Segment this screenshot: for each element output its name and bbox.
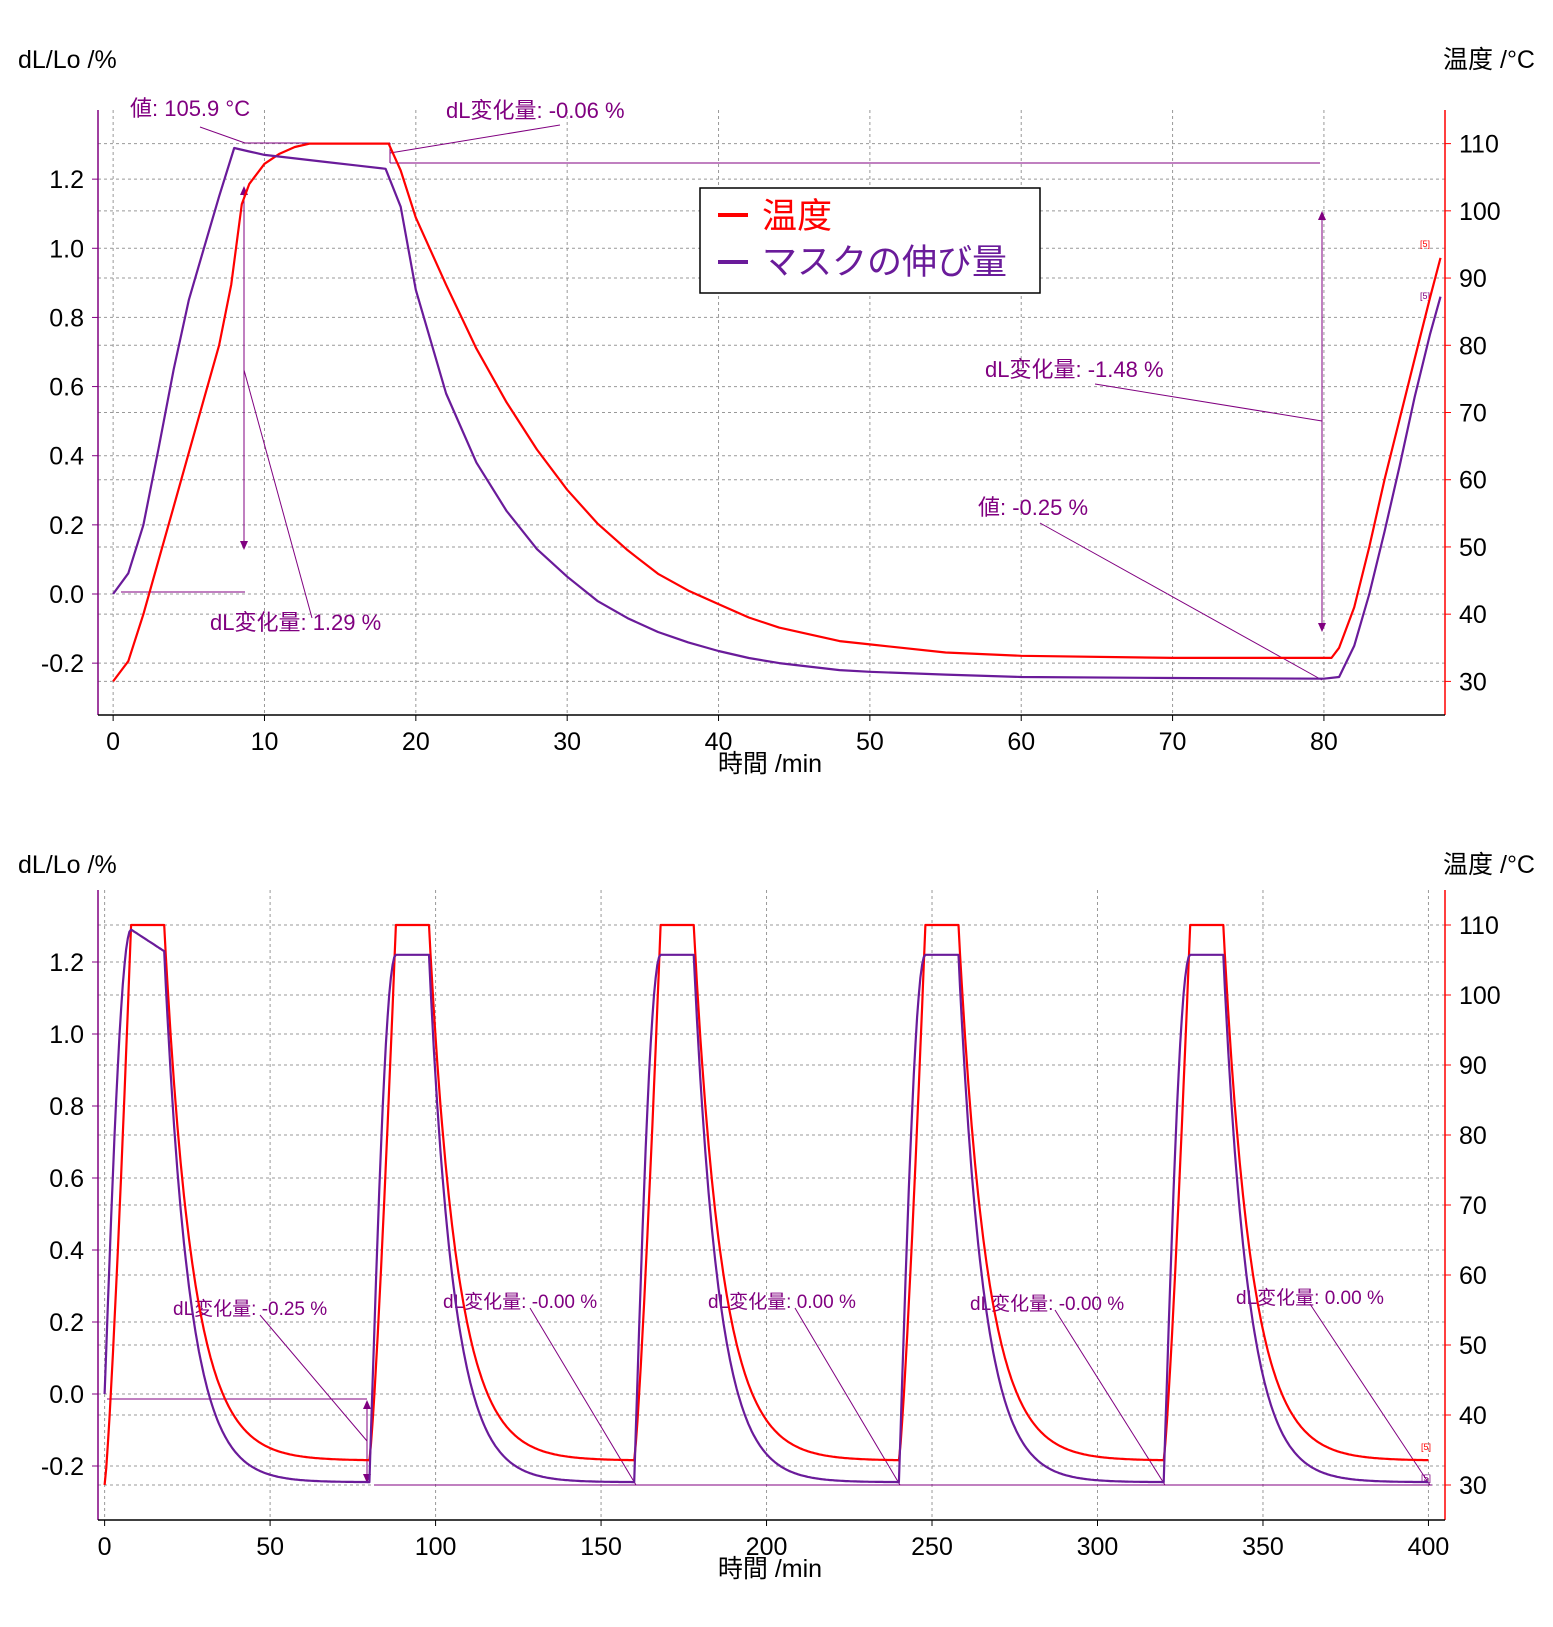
- x-tick-label: 400: [1408, 1533, 1450, 1561]
- x-tick-label: 150: [580, 1533, 622, 1561]
- annotation-leader: [1309, 1303, 1431, 1486]
- annotation-dl-change: dL変化量: 0.00 %: [1236, 1287, 1384, 1309]
- arrow-head: [363, 1400, 371, 1409]
- x-tick-label: 40: [705, 728, 733, 756]
- series-marker-label: [5]: [1421, 1442, 1431, 1452]
- x-tick-label: 350: [1242, 1533, 1284, 1561]
- right-axis-title: 温度 /°C: [1443, 46, 1535, 74]
- y-left-tick-label: 0.6: [49, 374, 84, 402]
- x-axis-title: 時間 /min: [718, 750, 822, 778]
- y-left-tick-label: 0.8: [49, 1093, 84, 1121]
- x-tick-label: 0: [98, 1533, 112, 1561]
- temperature-series-line: [103, 923, 1429, 1486]
- x-tick-label: 30: [553, 728, 581, 756]
- y-left-tick-label: 1.2: [49, 949, 84, 977]
- bottom-chart-panel: dL/Lo /% 温度 /°C 時間 /min 0 50 100 150 200 250 3…: [0, 810, 1553, 1627]
- y-right-tick-label: 50: [1459, 534, 1487, 562]
- y-right-tick-label: 70: [1459, 400, 1487, 428]
- left-axis-title: dL/Lo /%: [18, 46, 117, 74]
- y-right-tick-label: 110: [1459, 131, 1499, 159]
- y-right-tick-label: 100: [1459, 982, 1501, 1010]
- x-tick-label: 80: [1310, 728, 1338, 756]
- arrow-head: [1318, 211, 1326, 220]
- y-left-tick-label: 0.0: [49, 581, 84, 609]
- y-left-tick-label: 1.0: [49, 1021, 84, 1049]
- y-right-tick-label: 30: [1459, 1472, 1487, 1500]
- x-tick-label: 0: [106, 728, 120, 756]
- y-left-tick-label: 0.2: [49, 512, 84, 540]
- annotation-leader: [243, 369, 313, 619]
- y-right-tick-label: 110: [1459, 912, 1499, 940]
- y-left-tick-label: 0.0: [49, 1381, 84, 1409]
- legend: 温度 マスクの伸び量: [699, 187, 1041, 294]
- annotation-value-temp: 値: 105.9 °C: [130, 96, 250, 121]
- elongation-series-line: [112, 146, 1442, 680]
- x-tick-label: 50: [856, 728, 884, 756]
- y-left-tick-label: 0.4: [49, 1237, 84, 1265]
- annotation-leader: [1054, 1309, 1166, 1486]
- x-tick-label: 20: [402, 728, 430, 756]
- top-chart: dL/Lo /% 温度 /°C 時間 /min 0 10 20 30 40 50 60 70 8…: [18, 46, 1535, 778]
- annotation-dl-change: dL変化量: 1.29 %: [210, 610, 381, 635]
- y-right-tick-label: 80: [1459, 1122, 1487, 1150]
- annotation-dl-change: dL変化量: 0.00 %: [708, 1291, 856, 1313]
- annotation-leader: [529, 1307, 637, 1486]
- y-left-tick-label: 1.0: [49, 235, 84, 263]
- x-tick-label: 100: [415, 1533, 457, 1561]
- annotation-leader: [199, 126, 246, 144]
- legend-label-elongation: マスクの伸び量: [762, 243, 1007, 282]
- annotation-leader: [1094, 383, 1323, 422]
- y-left-tick-label: 0.2: [49, 1309, 84, 1337]
- bottom-chart: dL/Lo /% 温度 /°C 時間 /min 0 50 100 150 200 250 3…: [18, 851, 1535, 1583]
- arrow-head: [1318, 623, 1326, 632]
- y-right-tick-label: 90: [1459, 1052, 1487, 1080]
- y-right-tick-label: 90: [1459, 265, 1487, 293]
- annotation-leader: [259, 1314, 368, 1442]
- x-axis-title: 時間 /min: [718, 1555, 822, 1583]
- annotation-leader: [1039, 522, 1323, 681]
- y-left-tick-label: 0.8: [49, 304, 84, 332]
- y-right-tick-label: 100: [1459, 198, 1501, 226]
- annotation-dl-change: dL変化量: -0.06 %: [446, 98, 625, 123]
- legend-label-temperature: 温度: [762, 197, 832, 236]
- y-right-tick-label: 60: [1459, 1262, 1487, 1290]
- y-left-tick-label: 0.6: [49, 1165, 84, 1193]
- annotation-dl-change: dL変化量: -0.00 %: [970, 1293, 1124, 1315]
- x-tick-label: 70: [1159, 728, 1187, 756]
- elongation-series-line: [103, 928, 1429, 1484]
- left-axis-title: dL/Lo /%: [18, 851, 117, 879]
- x-tick-label: 300: [1077, 1533, 1119, 1561]
- x-tick-label: 60: [1007, 728, 1035, 756]
- y-right-tick-label: 70: [1459, 1192, 1487, 1220]
- y-right-tick-label: 40: [1459, 601, 1487, 629]
- x-tick-label: 50: [256, 1533, 284, 1561]
- annotation-value-dl: 値: -0.25 %: [978, 495, 1088, 520]
- y-right-tick-label: 30: [1459, 668, 1487, 696]
- y-left-tick-label: -0.2: [41, 650, 84, 678]
- x-tick-label: 250: [911, 1533, 953, 1561]
- y-right-tick-label: 60: [1459, 467, 1487, 495]
- y-right-tick-label: 50: [1459, 1332, 1487, 1360]
- y-right-tick-label: 40: [1459, 1402, 1487, 1430]
- top-chart-panel: dL/Lo /% 温度 /°C 時間 /min 0 10 20 30 40 50 60 70 8…: [0, 0, 1553, 810]
- annotation-dl-change: dL変化量: -0.00 %: [443, 1291, 597, 1313]
- legend-box: [699, 187, 1041, 294]
- annotation-leader: [794, 1307, 901, 1486]
- series-marker-label: [5]: [1420, 291, 1430, 301]
- annotation-leader: [389, 124, 561, 154]
- x-tick-label: 200: [746, 1533, 788, 1561]
- right-axis-title: 温度 /°C: [1443, 851, 1535, 879]
- y-left-tick-label: -0.2: [41, 1453, 84, 1481]
- annotation-dl-change: dL変化量: -1.48 %: [985, 357, 1164, 382]
- annotation-dl-change: dL変化量: -0.25 %: [173, 1298, 327, 1320]
- arrow-head: [240, 541, 248, 550]
- series-marker-label: [5]: [1421, 1473, 1431, 1483]
- y-right-tick-label: 80: [1459, 332, 1487, 360]
- series-marker-label: [5]: [1420, 239, 1430, 249]
- y-left-tick-label: 0.4: [49, 443, 84, 471]
- x-tick-label: 10: [251, 728, 279, 756]
- temperature-series-line: [112, 142, 1442, 683]
- y-left-tick-label: 1.2: [49, 166, 84, 194]
